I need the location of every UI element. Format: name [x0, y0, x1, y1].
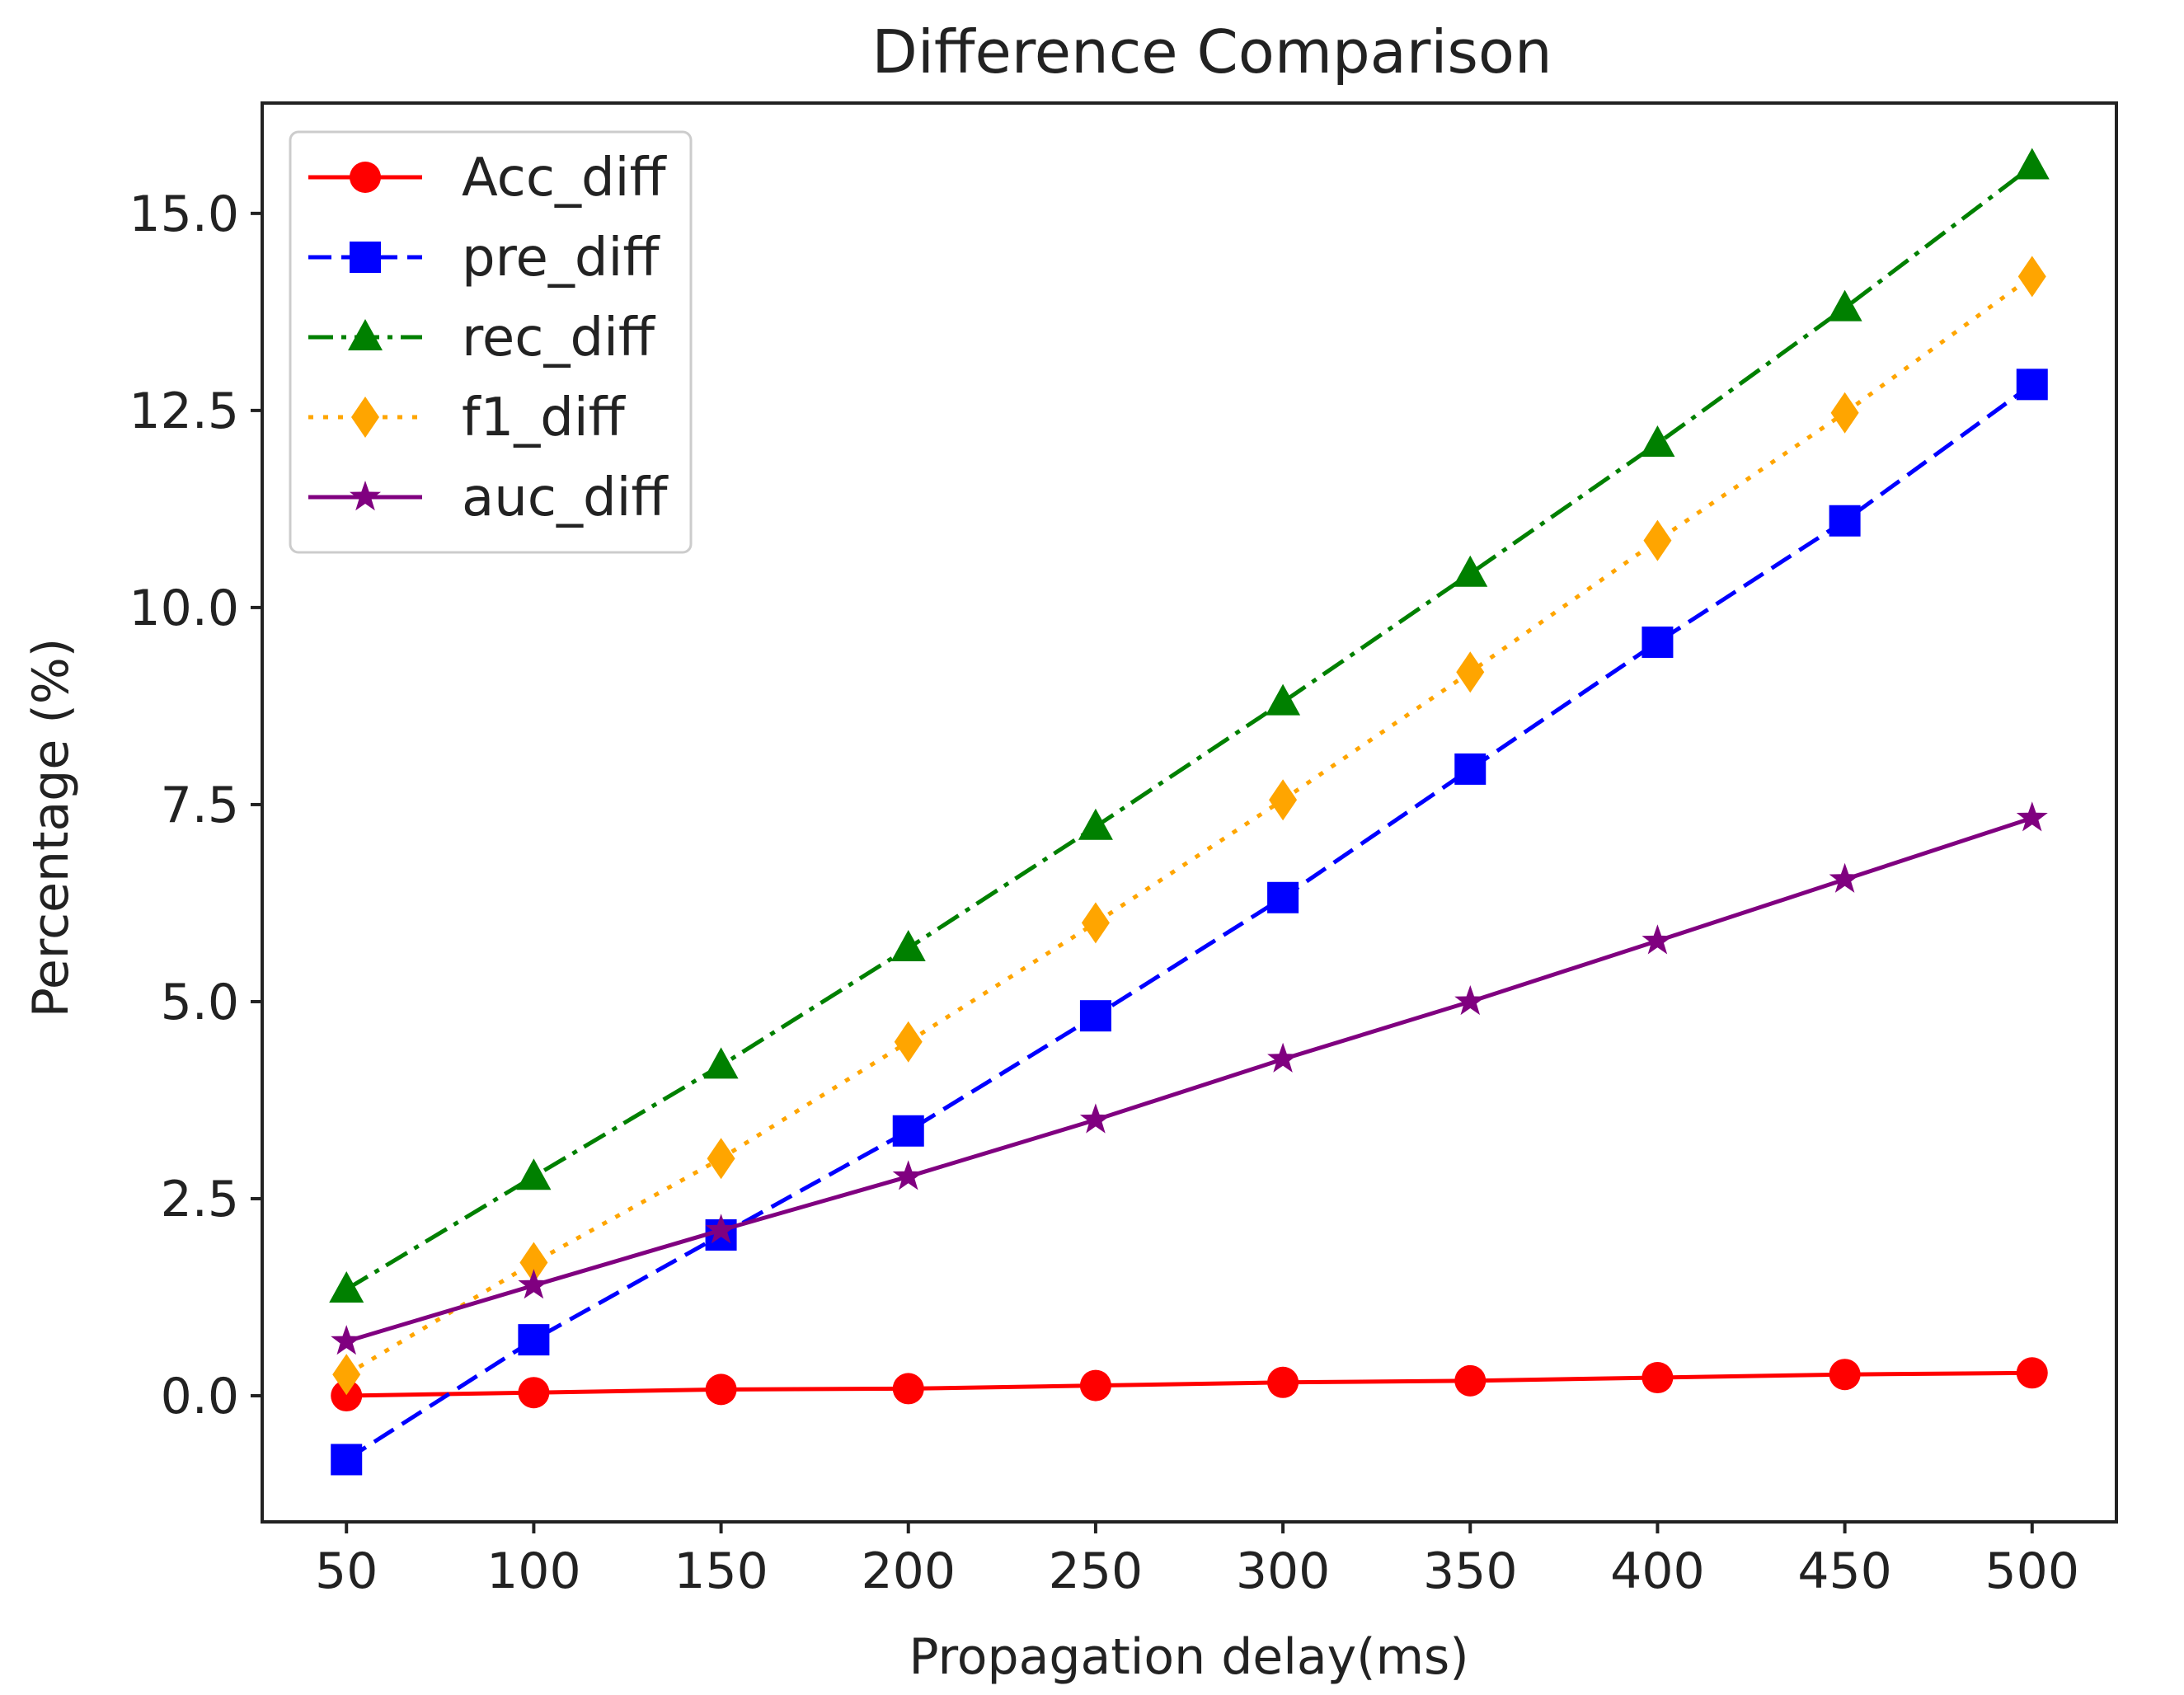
x-tick-label: 150: [674, 1542, 768, 1600]
data-point-Acc_diff-100: [518, 1377, 550, 1409]
data-point-rec_diff-200: [890, 929, 926, 961]
data-point-f1_diff-500: [2017, 256, 2046, 298]
series-line-auc_diff: [345, 815, 2033, 1344]
data-point-auc_diff-500: [2016, 801, 2048, 832]
y-tick-label: 0.0: [161, 1368, 239, 1425]
data-point-auc_diff-450: [1829, 862, 1861, 893]
y-tick-label: 15.0: [129, 185, 239, 243]
series-line-Acc_diff: [346, 1370, 2032, 1398]
legend-label-rec_diff: rec_diff: [462, 308, 656, 369]
data-point-Acc_diff-200: [892, 1373, 924, 1405]
data-point-f1_diff-200: [894, 1021, 923, 1063]
data-point-rec_diff-100: [516, 1158, 552, 1190]
data-point-Acc_diff-50: [331, 1380, 363, 1412]
data-point-auc_diff-150: [705, 1214, 737, 1244]
legend-item-pre_diff: pre_diff: [308, 228, 660, 289]
series-rec_diff: [329, 148, 2050, 1303]
data-point-auc_diff-50: [331, 1325, 363, 1355]
data-point-f1_diff-300: [1269, 779, 1298, 821]
y-tick-label: 2.5: [161, 1171, 239, 1228]
data-point-rec_diff-500: [2014, 148, 2050, 180]
x-tick-label: 250: [1049, 1542, 1144, 1600]
data-point-auc_diff-250: [1079, 1103, 1111, 1134]
series-line-rec_diff: [345, 164, 2034, 1292]
data-point-f1_diff-350: [1456, 651, 1485, 693]
plot-frame: [261, 101, 2118, 1524]
x-axis-label: Propagation delay(ms): [909, 1628, 1468, 1686]
chart-title: Difference Comparison: [871, 17, 1552, 87]
data-point-auc_diff-300: [1267, 1042, 1299, 1073]
data-point-Acc_diff-250: [1079, 1369, 1111, 1402]
data-point-f1_diff-100: [519, 1242, 548, 1284]
data-point-rec_diff-400: [1640, 425, 1675, 458]
data-point-auc_diff-350: [1454, 985, 1487, 1016]
legend-label-auc_diff: auc_diff: [462, 467, 669, 528]
data-point-pre_diff-100: [518, 1324, 550, 1356]
data-point-pre_diff-50: [331, 1444, 363, 1476]
data-point-Acc_diff-300: [1267, 1366, 1299, 1398]
series-f1_diff: [332, 256, 2046, 1396]
legend-box: [289, 130, 693, 554]
x-axis: 50 100 150 200 250 300 350 400 450 500: [315, 1522, 2079, 1600]
legend: Acc_diff pre_diff rec_diff f1_diff auc_diff: [289, 130, 693, 554]
legend-item-Acc_diff: Acc_diff: [308, 148, 667, 209]
data-point-f1_diff-250: [1081, 902, 1110, 944]
x-tick-label: 500: [1985, 1542, 2080, 1600]
data-point-Acc_diff-150: [705, 1373, 737, 1406]
legend-marker-f1_diff: [351, 397, 379, 438]
x-tick-label: 450: [1797, 1542, 1892, 1600]
data-point-rec_diff-450: [1827, 289, 1862, 322]
data-point-pre_diff-450: [1829, 505, 1861, 537]
x-tick-label: 300: [1236, 1542, 1331, 1600]
data-point-auc_diff-400: [1642, 924, 1674, 955]
plot-area: [329, 148, 2050, 1476]
y-tick-label: 5.0: [161, 974, 239, 1031]
data-point-Acc_diff-350: [1454, 1364, 1487, 1397]
data-point-pre_diff-250: [1079, 1000, 1111, 1032]
legend-marker-rec_diff: [348, 319, 383, 350]
legend-marker-auc_diff: [350, 481, 381, 511]
legend-label-Acc_diff: Acc_diff: [462, 148, 667, 209]
legend-marker-Acc_diff: [350, 162, 381, 193]
data-point-rec_diff-150: [703, 1047, 739, 1079]
data-point-auc_diff-200: [892, 1160, 924, 1190]
x-tick-label: 400: [1610, 1542, 1705, 1600]
series-auc_diff: [331, 801, 2048, 1355]
y-tick-label: 12.5: [129, 383, 239, 440]
legend-label-f1_diff: f1_diff: [462, 387, 627, 448]
x-tick-label: 50: [315, 1542, 378, 1600]
legend-marker-pre_diff: [350, 242, 381, 273]
data-point-Acc_diff-400: [1642, 1362, 1674, 1394]
y-tick-label: 10.0: [129, 580, 239, 637]
data-point-pre_diff-350: [1454, 753, 1487, 785]
data-point-auc_diff-100: [518, 1269, 550, 1299]
x-tick-label: 100: [486, 1542, 581, 1600]
legend-item-rec_diff: rec_diff: [308, 308, 656, 369]
series-Acc_diff: [331, 1357, 2048, 1412]
data-point-rec_diff-300: [1266, 683, 1301, 716]
data-point-f1_diff-150: [707, 1138, 735, 1180]
data-point-rec_diff-250: [1078, 808, 1113, 840]
data-point-f1_diff-400: [1643, 519, 1672, 561]
x-tick-label: 350: [1423, 1542, 1518, 1600]
y-axis: 0.0 2.5 5.0 7.5 10.0 12.5 15.0: [129, 185, 262, 1425]
data-point-rec_diff-50: [329, 1270, 364, 1303]
data-point-f1_diff-450: [1830, 392, 1859, 434]
legend-item-auc_diff: auc_diff: [308, 467, 669, 528]
x-tick-label: 200: [861, 1542, 956, 1600]
data-point-pre_diff-300: [1267, 881, 1299, 913]
data-point-pre_diff-200: [892, 1115, 924, 1147]
data-point-pre_diff-400: [1642, 626, 1674, 658]
y-tick-label: 7.5: [161, 777, 239, 834]
data-point-Acc_diff-450: [1829, 1359, 1861, 1391]
data-point-rec_diff-350: [1453, 555, 1488, 587]
series-line-pre_diff: [345, 383, 2034, 1462]
data-point-pre_diff-500: [2016, 369, 2048, 401]
y-axis-label: Percentage (%): [22, 638, 80, 1017]
data-point-Acc_diff-500: [2016, 1357, 2048, 1389]
data-point-f1_diff-50: [332, 1354, 361, 1396]
legend-label-pre_diff: pre_diff: [462, 228, 660, 289]
legend-item-f1_diff: f1_diff: [308, 387, 627, 448]
